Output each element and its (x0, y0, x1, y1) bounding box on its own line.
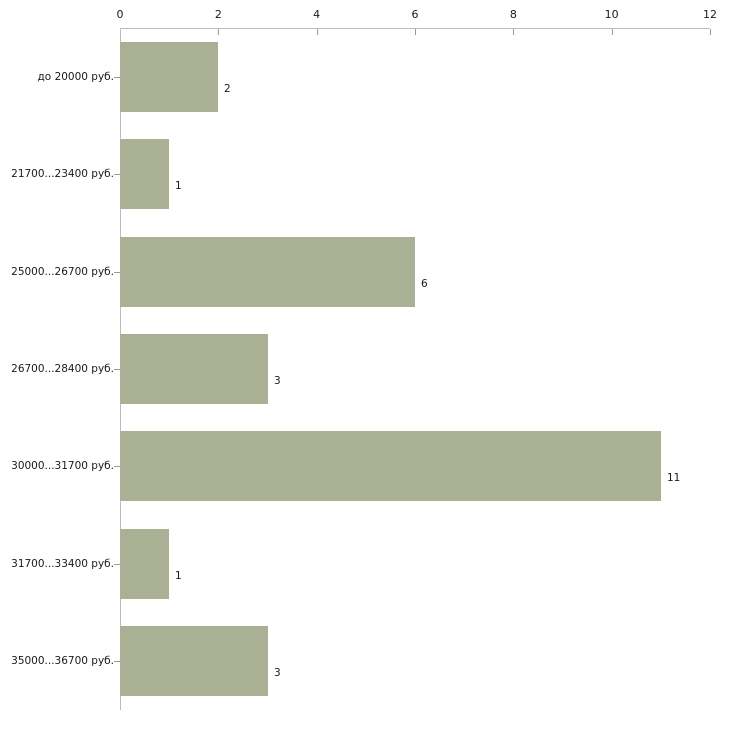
x-axis-tick-label: 0 (116, 8, 124, 21)
y-axis-category-label: 31700...33400 руб. (11, 558, 114, 570)
y-axis-tick (114, 466, 120, 467)
x-axis-tick (415, 29, 416, 35)
bar[interactable] (120, 334, 268, 404)
bar-value-label: 1 (175, 180, 182, 192)
x-axis-tick (316, 29, 318, 35)
x-axis-tick (611, 29, 613, 35)
y-axis-tick (114, 77, 120, 78)
x-axis-tick-label: 4 (313, 8, 321, 21)
y-axis-category-label: 30000...31700 руб. (11, 460, 114, 472)
y-axis-tick (114, 272, 120, 273)
bar-value-label: 2 (224, 83, 231, 95)
y-axis-category-label: 26700...28400 руб. (11, 363, 114, 375)
y-axis-category-label: 21700...23400 руб. (11, 168, 114, 180)
y-axis-category-label: 25000...26700 руб. (11, 266, 114, 278)
x-axis-tick (218, 29, 220, 35)
x-axis-line (120, 28, 710, 29)
bar[interactable] (120, 431, 661, 501)
x-axis-tick-label: 2 (214, 8, 222, 21)
x-axis-tick-label: 10 (604, 8, 619, 21)
bar[interactable] (120, 529, 169, 599)
bar[interactable] (120, 237, 415, 307)
bar-value-label: 11 (667, 472, 681, 484)
y-axis-tick (114, 174, 120, 175)
bar-value-label: 1 (175, 570, 182, 582)
y-axis-category-label: до 20000 руб. (37, 71, 114, 83)
y-axis-tick (114, 369, 120, 370)
bar-value-label: 3 (274, 667, 281, 679)
x-axis-tick (513, 29, 515, 35)
x-axis-tick-label: 12 (703, 8, 717, 21)
bar-value-label: 3 (274, 375, 281, 387)
y-axis-tick (114, 661, 120, 662)
x-axis-tick (710, 29, 711, 35)
bar[interactable] (120, 139, 169, 209)
x-axis-tick-label: 6 (411, 8, 419, 21)
bar[interactable] (120, 42, 218, 112)
y-axis-category-label: 35000...36700 руб. (11, 655, 114, 667)
bar[interactable] (120, 626, 268, 696)
bar-value-label: 6 (421, 278, 428, 290)
y-axis-tick (114, 564, 120, 565)
x-axis-tick-label: 8 (509, 8, 517, 21)
